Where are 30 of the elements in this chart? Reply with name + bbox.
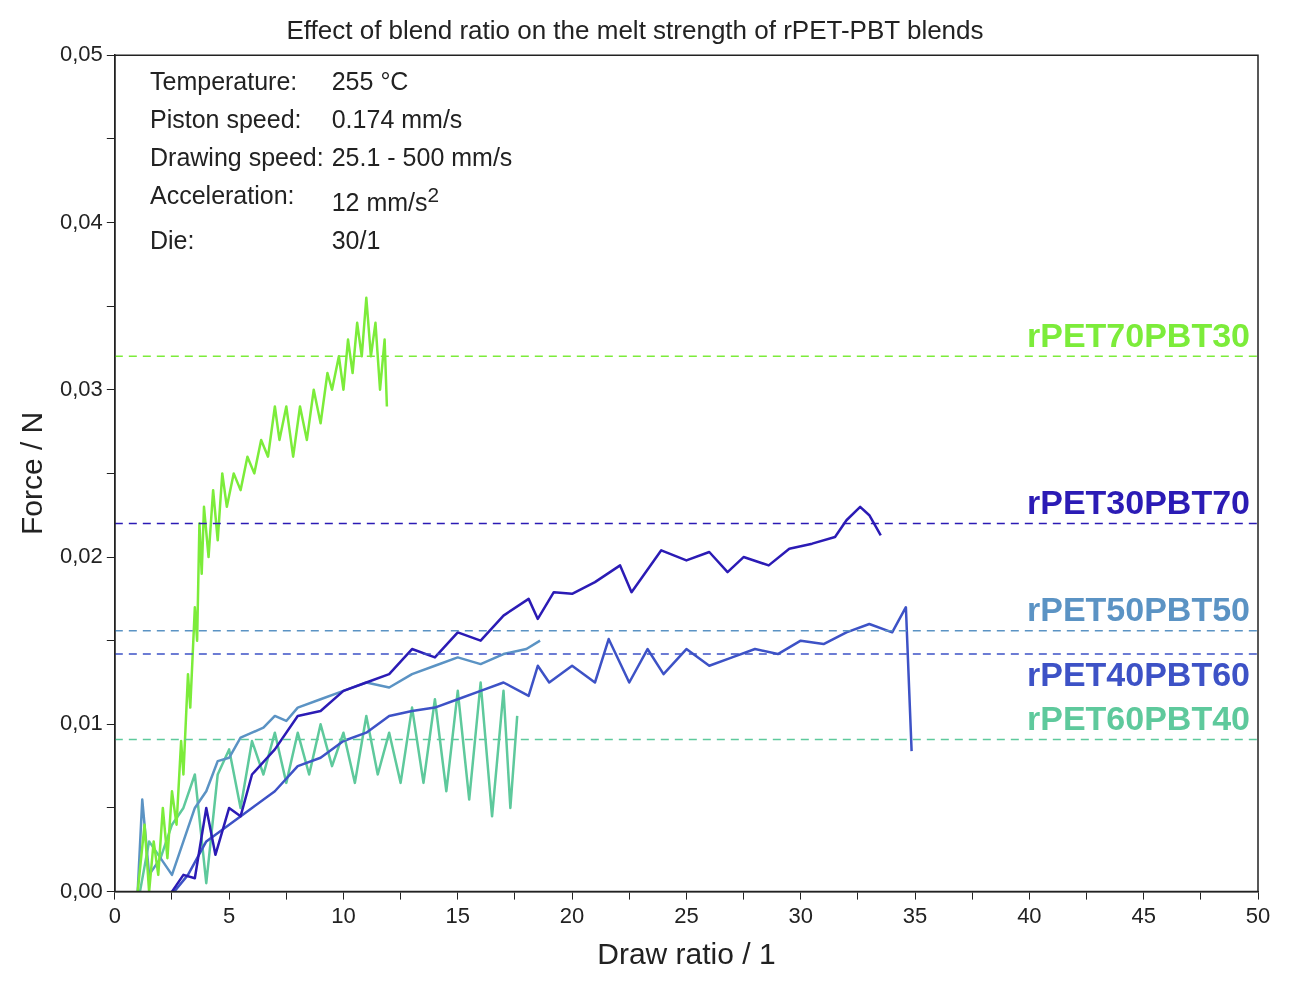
y-tick-label: 0,01 — [59, 710, 103, 736]
x-tick-label: 25 — [674, 902, 699, 928]
y-tick-label: 0,03 — [59, 375, 103, 401]
x-tick-label: 0 — [108, 902, 121, 928]
x-tick-label: 40 — [1017, 902, 1042, 928]
text: rPET30PBT70 — [1027, 482, 1250, 521]
x-tick-label: 45 — [1131, 902, 1156, 928]
text: rPET40PBT60 — [1027, 655, 1250, 694]
x-axis-title: Draw ratio / 1 — [597, 937, 776, 971]
text: rPET60PBT40 — [1027, 698, 1250, 737]
text: Piston speed: 0.174 mm/s — [150, 105, 463, 133]
text: Temperature: 255 °C — [150, 67, 409, 95]
x-tick-label: 10 — [331, 902, 356, 928]
y-tick-label: 0,02 — [59, 543, 103, 569]
annotation: Drawing speed: 25.1 - 500 mm/s — [150, 142, 513, 173]
text: rPET50PBT50 — [1027, 590, 1250, 629]
x-tick-label: 50 — [1245, 902, 1271, 928]
y-axis-title: Force / N — [15, 411, 49, 536]
chart-title: Effect of blend ratio on the melt strength of rPET-PBT blends — [286, 14, 984, 45]
x-tick-label: 35 — [902, 902, 928, 928]
y-tick-label: 0,05 — [59, 41, 103, 67]
x-tick-label: 20 — [559, 902, 585, 928]
text: rPET70PBT30 — [1027, 315, 1250, 354]
text: Acceleration: 12 mm/s$^{2}$ — [150, 181, 440, 217]
y-tick-label: 0,04 — [59, 208, 103, 234]
text: Die: 30/1 — [150, 226, 381, 255]
x-tick-label: 30 — [788, 902, 813, 928]
x-tick-label: 15 — [445, 902, 471, 928]
x-tick-label: 5 — [223, 902, 236, 928]
y-tick-label: 0,00 — [59, 877, 103, 903]
